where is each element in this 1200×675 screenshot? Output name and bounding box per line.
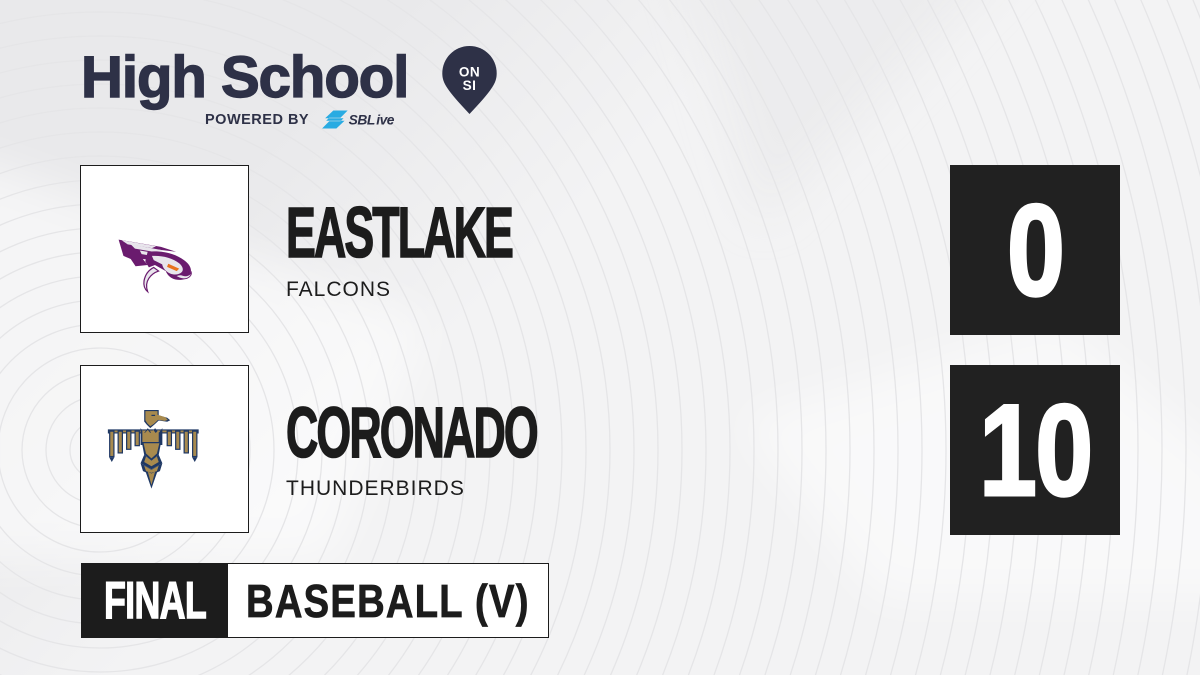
svg-text:SI: SI [463, 78, 477, 93]
svg-text:ive: ive [376, 111, 394, 127]
svg-text:SBL: SBL [349, 111, 375, 127]
svg-text:ON: ON [459, 65, 480, 80]
